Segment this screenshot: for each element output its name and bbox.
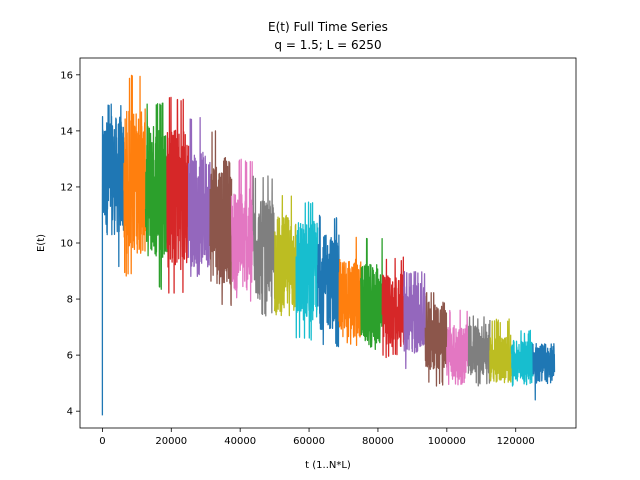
- y-axis: 4 6 8 10 12 14 16: [60, 70, 80, 418]
- series-line-6: [209, 130, 233, 307]
- x-tick-label: 40000: [224, 436, 256, 447]
- series-line-5: [187, 116, 211, 278]
- series-line-9: [273, 194, 297, 317]
- chart-subtitle: q = 1.5; L = 6250: [274, 38, 381, 52]
- series-line-4: [166, 96, 190, 294]
- series-line-19: [489, 318, 513, 384]
- y-tick-label: 8: [67, 295, 73, 306]
- series-line-2: [123, 74, 147, 277]
- series-line-3: [144, 102, 168, 290]
- y-tick-label: 14: [60, 126, 73, 137]
- x-axis: 0 20000 40000 60000 80000 100000 120000: [99, 428, 535, 447]
- x-tick-label: 100000: [428, 436, 466, 447]
- series-line-8: [252, 175, 276, 317]
- series-line-18: [467, 315, 491, 387]
- series-line-21: [532, 342, 556, 401]
- series-line-12: [338, 236, 362, 346]
- y-tick-label: 16: [60, 70, 73, 81]
- series-line-16: [424, 292, 448, 387]
- series-line-15: [403, 271, 426, 370]
- series-layer: [101, 74, 556, 416]
- x-tick-label: 20000: [155, 436, 187, 447]
- series-line-7: [230, 158, 254, 302]
- chart-title: E(t) Full Time Series: [268, 20, 388, 34]
- x-tick-label: 60000: [293, 436, 325, 447]
- series-line-13: [360, 237, 383, 350]
- x-tick-label: 120000: [497, 436, 535, 447]
- y-tick-label: 6: [67, 351, 73, 362]
- y-tick-label: 10: [60, 239, 73, 250]
- series-line-10: [295, 201, 319, 341]
- series-line-14: [381, 256, 405, 359]
- series-line-1: [101, 103, 125, 416]
- y-tick-label: 12: [60, 182, 73, 193]
- y-tick-label: 4: [67, 407, 73, 418]
- x-tick-label: 0: [99, 436, 105, 447]
- x-tick-label: 80000: [362, 436, 394, 447]
- x-axis-label: t (1..N*L): [305, 460, 351, 471]
- series-line-17: [446, 309, 470, 386]
- series-line-20: [510, 329, 534, 387]
- series-line-11: [317, 214, 340, 348]
- y-axis-label: E(t): [36, 234, 47, 252]
